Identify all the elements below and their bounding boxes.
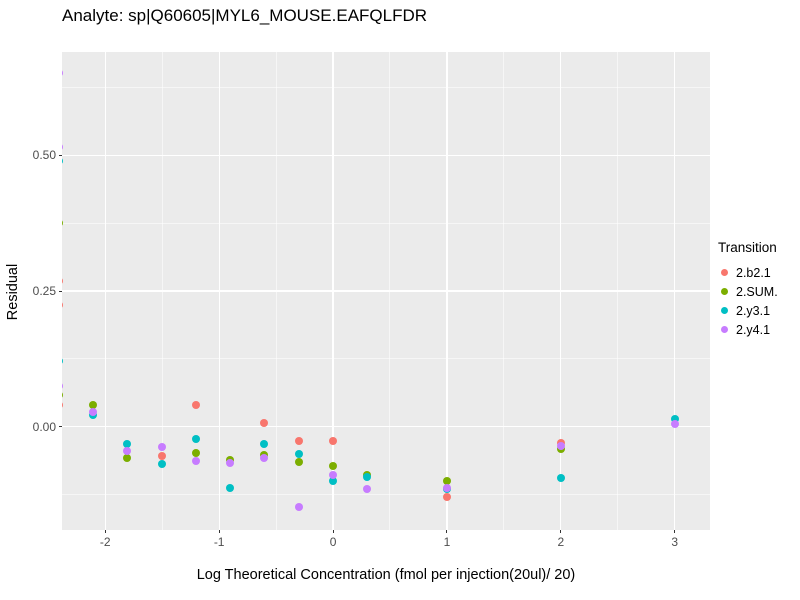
data-point bbox=[294, 437, 303, 446]
data-point bbox=[62, 382, 63, 391]
x-tick-label: 3 bbox=[671, 535, 679, 549]
data-point bbox=[123, 440, 132, 449]
data-point bbox=[260, 454, 269, 463]
y-minor-gridline bbox=[62, 86, 710, 88]
y-major-gridline bbox=[62, 426, 710, 428]
legend-item: 2.y3.1 bbox=[718, 301, 778, 320]
data-point bbox=[363, 472, 372, 481]
y-tick-label: 0.25 bbox=[32, 284, 56, 298]
x-tick-label: 2 bbox=[557, 535, 565, 549]
data-point bbox=[556, 474, 565, 483]
legend-item-label: 2.SUM. bbox=[736, 284, 778, 299]
data-point bbox=[191, 400, 200, 409]
data-point bbox=[62, 301, 63, 310]
data-point bbox=[62, 401, 63, 410]
data-point bbox=[123, 447, 132, 456]
data-point bbox=[329, 461, 338, 470]
y-major-gridline bbox=[62, 154, 710, 156]
x-tick-mark bbox=[674, 530, 676, 533]
legend-dot bbox=[721, 326, 728, 333]
x-tick-mark bbox=[446, 530, 448, 533]
y-tick-label: 0.00 bbox=[32, 419, 56, 434]
data-point bbox=[226, 458, 235, 467]
legend-item-label: 2.y3.1 bbox=[736, 303, 771, 318]
data-point bbox=[329, 476, 338, 485]
chart-title: Analyte: sp|Q60605|MYL6_MOUSE.EAFQLFDR bbox=[62, 6, 428, 25]
data-point bbox=[442, 483, 451, 492]
y-tick-mark bbox=[59, 426, 62, 428]
data-point bbox=[191, 449, 200, 458]
data-point bbox=[157, 443, 166, 452]
x-tick-mark bbox=[218, 530, 220, 533]
legend-item: 2.SUM. bbox=[718, 282, 778, 301]
data-point bbox=[123, 454, 132, 463]
x-axis-title: Log Theoretical Concentration (fmol per … bbox=[196, 567, 576, 583]
data-point bbox=[260, 418, 269, 427]
data-point bbox=[670, 420, 679, 429]
legend-item: 2.b2.1 bbox=[718, 263, 778, 282]
y-major-gridline bbox=[62, 290, 710, 292]
plot-panel bbox=[62, 52, 710, 530]
data-point bbox=[62, 143, 63, 152]
data-point bbox=[294, 449, 303, 458]
legend-dot bbox=[721, 269, 728, 276]
legend-item: 2.y4.1 bbox=[718, 320, 778, 339]
data-point bbox=[62, 157, 63, 166]
data-point bbox=[442, 492, 451, 501]
legend-dot bbox=[721, 288, 728, 295]
data-point bbox=[191, 457, 200, 466]
legend-item-label: 2.b2.1 bbox=[736, 265, 771, 280]
x-tick-label: 1 bbox=[443, 535, 451, 549]
legend-items: 2.b2.1 2.SUM. 2.y3.1 2.y4.1 bbox=[718, 263, 778, 339]
data-point bbox=[62, 277, 63, 286]
x-tick-mark bbox=[560, 530, 562, 533]
legend-dot bbox=[721, 307, 728, 314]
y-minor-gridline bbox=[62, 494, 710, 496]
data-point bbox=[62, 356, 63, 365]
data-point bbox=[89, 407, 98, 416]
x-tick-label: -1 bbox=[213, 535, 225, 549]
data-point bbox=[157, 452, 166, 461]
x-tick-label: -2 bbox=[99, 535, 111, 549]
data-point bbox=[226, 484, 235, 493]
data-point bbox=[260, 440, 269, 449]
y-minor-gridline bbox=[62, 358, 710, 360]
data-point bbox=[442, 476, 451, 485]
data-point bbox=[62, 68, 63, 77]
data-point bbox=[329, 437, 338, 446]
x-tick-label: 0 bbox=[329, 535, 337, 549]
legend-item-label: 2.y4.1 bbox=[736, 322, 771, 337]
data-point bbox=[62, 219, 63, 228]
y-tick-mark bbox=[59, 290, 62, 292]
data-point bbox=[191, 435, 200, 444]
legend: Transition 2.b2.1 2.SUM. 2.y3.1 2.y4.1 bbox=[718, 240, 778, 339]
legend-title: Transition bbox=[718, 240, 777, 255]
data-point bbox=[556, 442, 565, 451]
y-tick-mark bbox=[59, 154, 62, 156]
data-point bbox=[363, 485, 372, 494]
y-tick-label: 0.50 bbox=[32, 148, 56, 163]
data-point bbox=[670, 414, 679, 423]
data-point bbox=[62, 390, 63, 399]
data-point bbox=[294, 458, 303, 467]
y-minor-gridline bbox=[62, 222, 710, 224]
x-tick-mark bbox=[104, 530, 106, 533]
data-point bbox=[294, 502, 303, 511]
data-point bbox=[329, 470, 338, 479]
data-point bbox=[89, 400, 98, 409]
y-axis-title: Residual bbox=[5, 263, 21, 321]
x-tick-mark bbox=[332, 530, 334, 533]
data-point bbox=[157, 459, 166, 468]
